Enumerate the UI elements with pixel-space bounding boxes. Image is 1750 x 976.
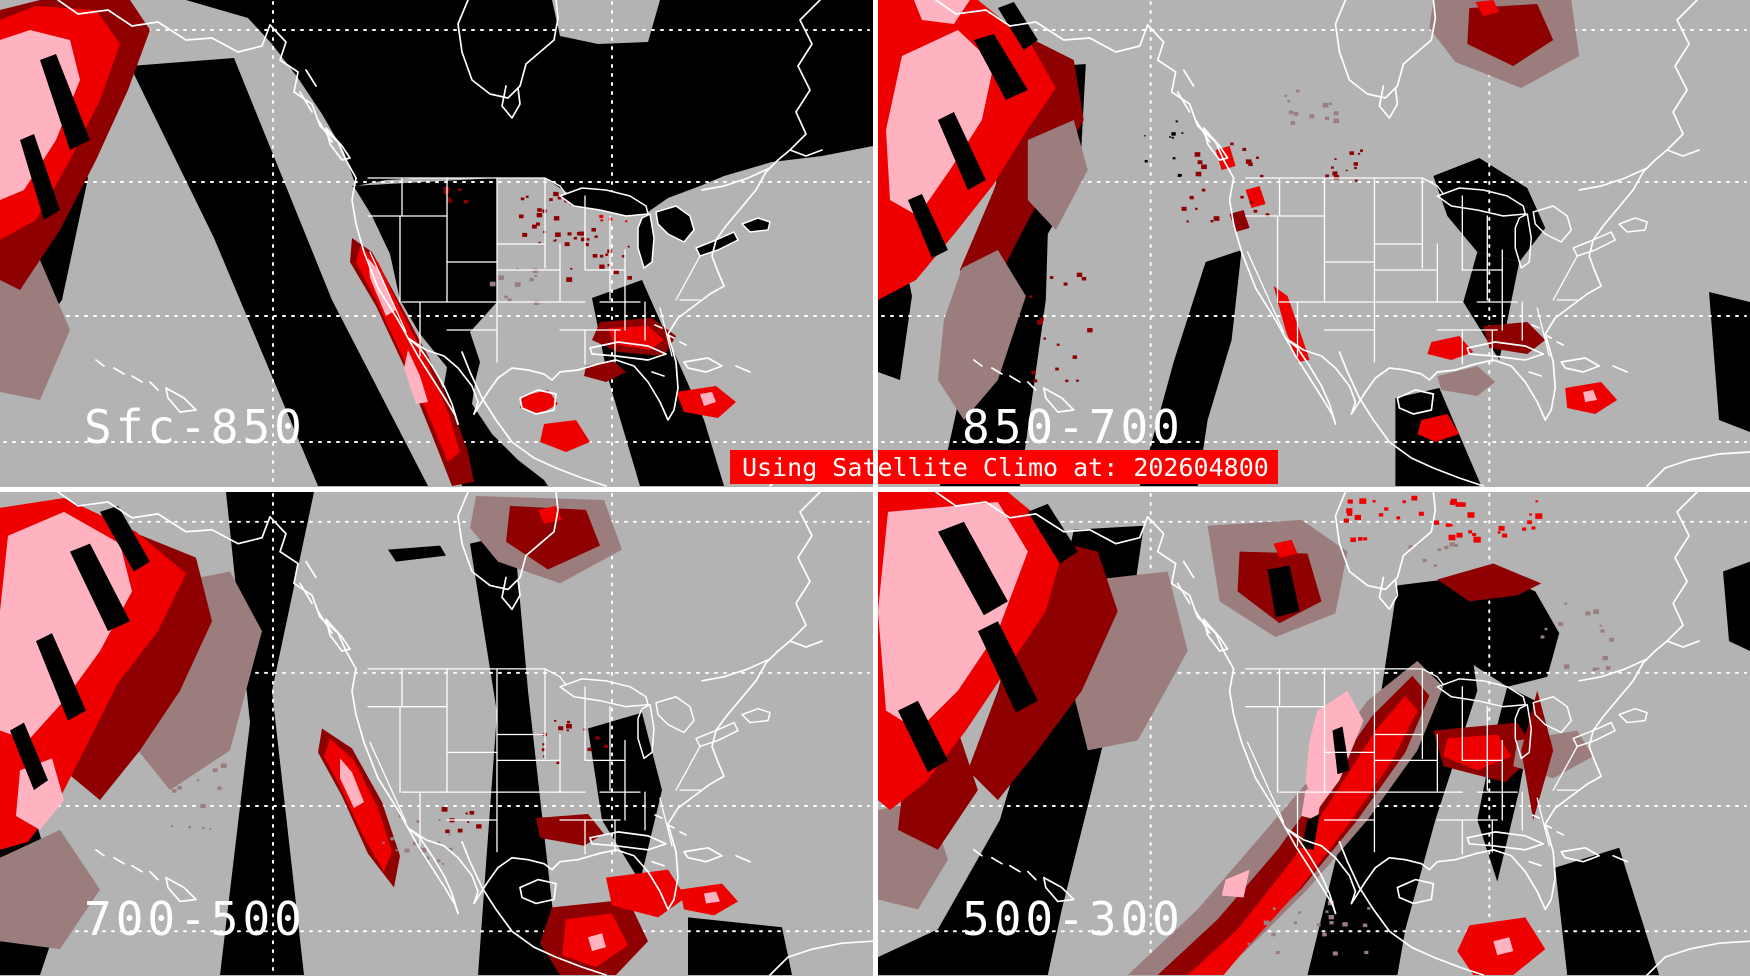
layer-label-sfc-850: Sfc-850 bbox=[84, 400, 306, 454]
map-700-500 bbox=[0, 492, 873, 976]
panel-500-300: 500-300 bbox=[878, 492, 1750, 976]
panel-700-500: 700-500 bbox=[0, 492, 873, 976]
panel-sfc-850: Sfc-850 bbox=[0, 0, 873, 487]
status-banner-text: Using Satellite Climo at: 202604800 bbox=[742, 452, 1269, 482]
map-850-700 bbox=[878, 0, 1750, 487]
layer-label-850-700: 850-700 bbox=[962, 400, 1184, 454]
status-banner: Using Satellite Climo at: 202604800 bbox=[730, 450, 1278, 484]
panel-divider-horizontal bbox=[0, 487, 1750, 492]
panel-850-700: 850-700 bbox=[878, 0, 1750, 487]
layer-label-500-300: 500-300 bbox=[962, 892, 1184, 946]
map-500-300 bbox=[878, 492, 1750, 976]
map-sfc-850 bbox=[0, 0, 873, 487]
layer-label-700-500: 700-500 bbox=[84, 892, 306, 946]
